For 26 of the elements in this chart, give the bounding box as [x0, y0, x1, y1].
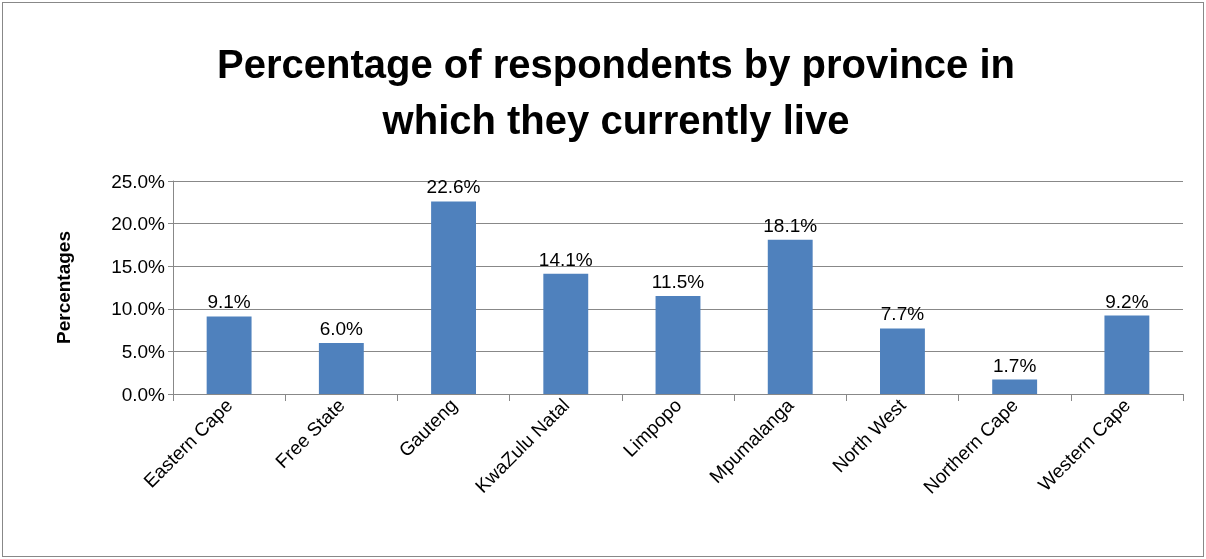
data-label: 9.2%: [1105, 290, 1149, 312]
y-tick-label: 15.0%: [111, 255, 166, 277]
data-label: 18.1%: [763, 214, 818, 236]
bar: [431, 201, 476, 394]
bar: [880, 328, 925, 394]
bar: [767, 239, 813, 394]
bar: [318, 342, 364, 394]
bar: [543, 273, 589, 394]
y-tick-label: 20.0%: [111, 213, 166, 235]
y-tick-label: 10.0%: [111, 298, 166, 320]
bar: [655, 296, 701, 394]
data-label: 9.1%: [207, 291, 251, 313]
bar: [206, 316, 252, 394]
chart-title: Percentage of respondents by province in which they currently live: [217, 42, 1015, 142]
data-label: 22.6%: [426, 176, 481, 198]
bar: [992, 379, 1038, 394]
y-tick-label: 25.0%: [111, 170, 166, 192]
bar: [1104, 315, 1150, 394]
y-tick-label: 5.0%: [121, 340, 166, 362]
data-label: 14.1%: [538, 248, 593, 270]
y-tick-label: 0.0%: [121, 383, 166, 405]
data-label: 11.5%: [651, 271, 705, 293]
data-label: 1.7%: [993, 354, 1037, 376]
y-axis-title: Percentages: [53, 230, 74, 345]
data-label: 6.0%: [319, 317, 364, 339]
data-label: 7.7%: [880, 303, 925, 325]
